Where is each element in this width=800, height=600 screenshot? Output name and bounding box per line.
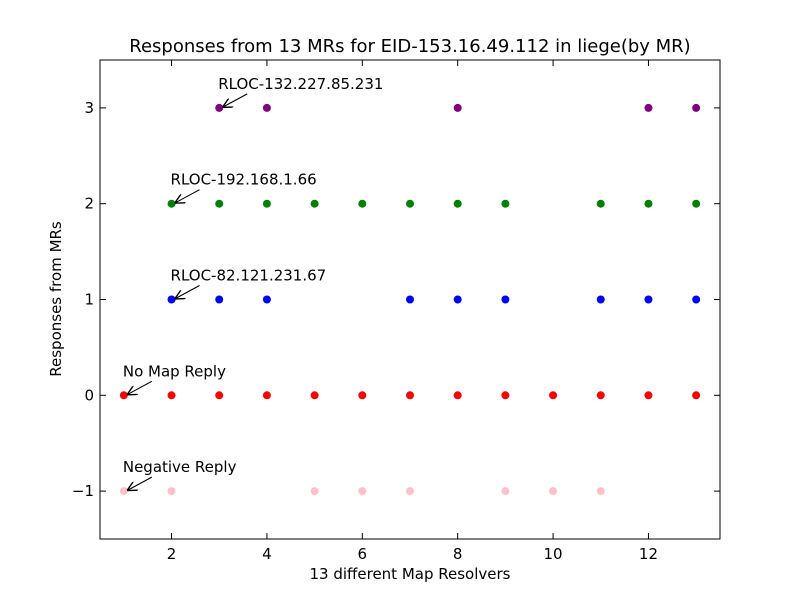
data-point — [596, 199, 605, 208]
data-point — [358, 487, 367, 496]
data-point — [310, 391, 319, 400]
data-point — [453, 295, 462, 304]
data-point — [167, 487, 176, 496]
data-point — [167, 295, 176, 304]
y-tick-label: 0 — [84, 386, 94, 404]
x-tick-label: 6 — [358, 545, 368, 563]
data-point — [310, 199, 319, 208]
data-point — [692, 391, 701, 400]
data-point — [167, 199, 176, 208]
y-tick-label: −1 — [72, 482, 94, 500]
data-point — [549, 391, 558, 400]
data-point — [406, 295, 414, 304]
data-point — [644, 199, 653, 208]
data-point — [644, 103, 653, 112]
x-tick-label: 8 — [453, 545, 463, 563]
annotation-label: RLOC-192.168.1.66 — [171, 171, 317, 189]
data-point — [501, 487, 510, 496]
data-point — [215, 199, 224, 208]
data-point — [692, 103, 701, 112]
annotation-label: No Map Reply — [123, 362, 226, 380]
x-tick-label: 10 — [544, 545, 563, 563]
annotation-arrow — [176, 285, 200, 299]
data-point — [119, 487, 128, 496]
x-tick-label: 12 — [639, 545, 658, 563]
data-point — [262, 391, 271, 400]
data-point — [501, 391, 510, 400]
data-point — [596, 295, 605, 304]
data-point — [406, 199, 414, 208]
annotation-arrow — [128, 476, 153, 490]
annotation-arrow — [128, 380, 153, 394]
data-point — [453, 103, 462, 112]
data-point — [406, 391, 414, 400]
data-point — [692, 199, 701, 208]
annotation-arrow — [176, 189, 200, 203]
data-point — [262, 103, 271, 112]
data-point — [596, 487, 605, 496]
data-point — [501, 199, 510, 208]
data-point — [453, 199, 462, 208]
data-point — [215, 391, 224, 400]
data-point — [453, 391, 462, 400]
annotation-label: RLOC-132.227.85.231 — [218, 75, 383, 93]
annotation-arrow — [223, 93, 248, 107]
data-point — [262, 199, 271, 208]
data-point — [358, 199, 367, 208]
data-point — [167, 391, 176, 400]
y-axis-label: Responses from MRs — [47, 221, 65, 377]
plot-area: 2 4 6 8 10 12−10123RLOC-132.227.85.231RLOC-19… — [72, 60, 720, 563]
data-point — [596, 391, 605, 400]
data-point — [215, 103, 224, 112]
x-tick-label: 2 — [167, 545, 177, 563]
data-point — [549, 487, 558, 496]
plot-frame — [99, 59, 721, 540]
data-point — [358, 391, 367, 400]
x-tick-label: 4 — [262, 545, 272, 563]
data-point — [406, 487, 414, 496]
x-axis-label: 13 different Map Resolvers — [310, 565, 511, 583]
chart-title: Responses from 13 MRs for EID-153.16.49.… — [129, 36, 690, 57]
data-point — [692, 295, 701, 304]
data-point — [215, 295, 224, 304]
data-point — [310, 487, 319, 496]
annotation-label: Negative Reply — [123, 458, 237, 476]
data-point — [119, 391, 128, 400]
y-tick-label: 1 — [84, 291, 94, 309]
data-point — [501, 295, 510, 304]
y-tick-label: 2 — [84, 195, 94, 213]
data-point — [644, 295, 653, 304]
data-point — [644, 391, 653, 400]
annotation-label: RLOC-82.121.231.67 — [171, 267, 327, 285]
y-tick-label: 3 — [84, 99, 94, 117]
data-point — [262, 295, 271, 304]
